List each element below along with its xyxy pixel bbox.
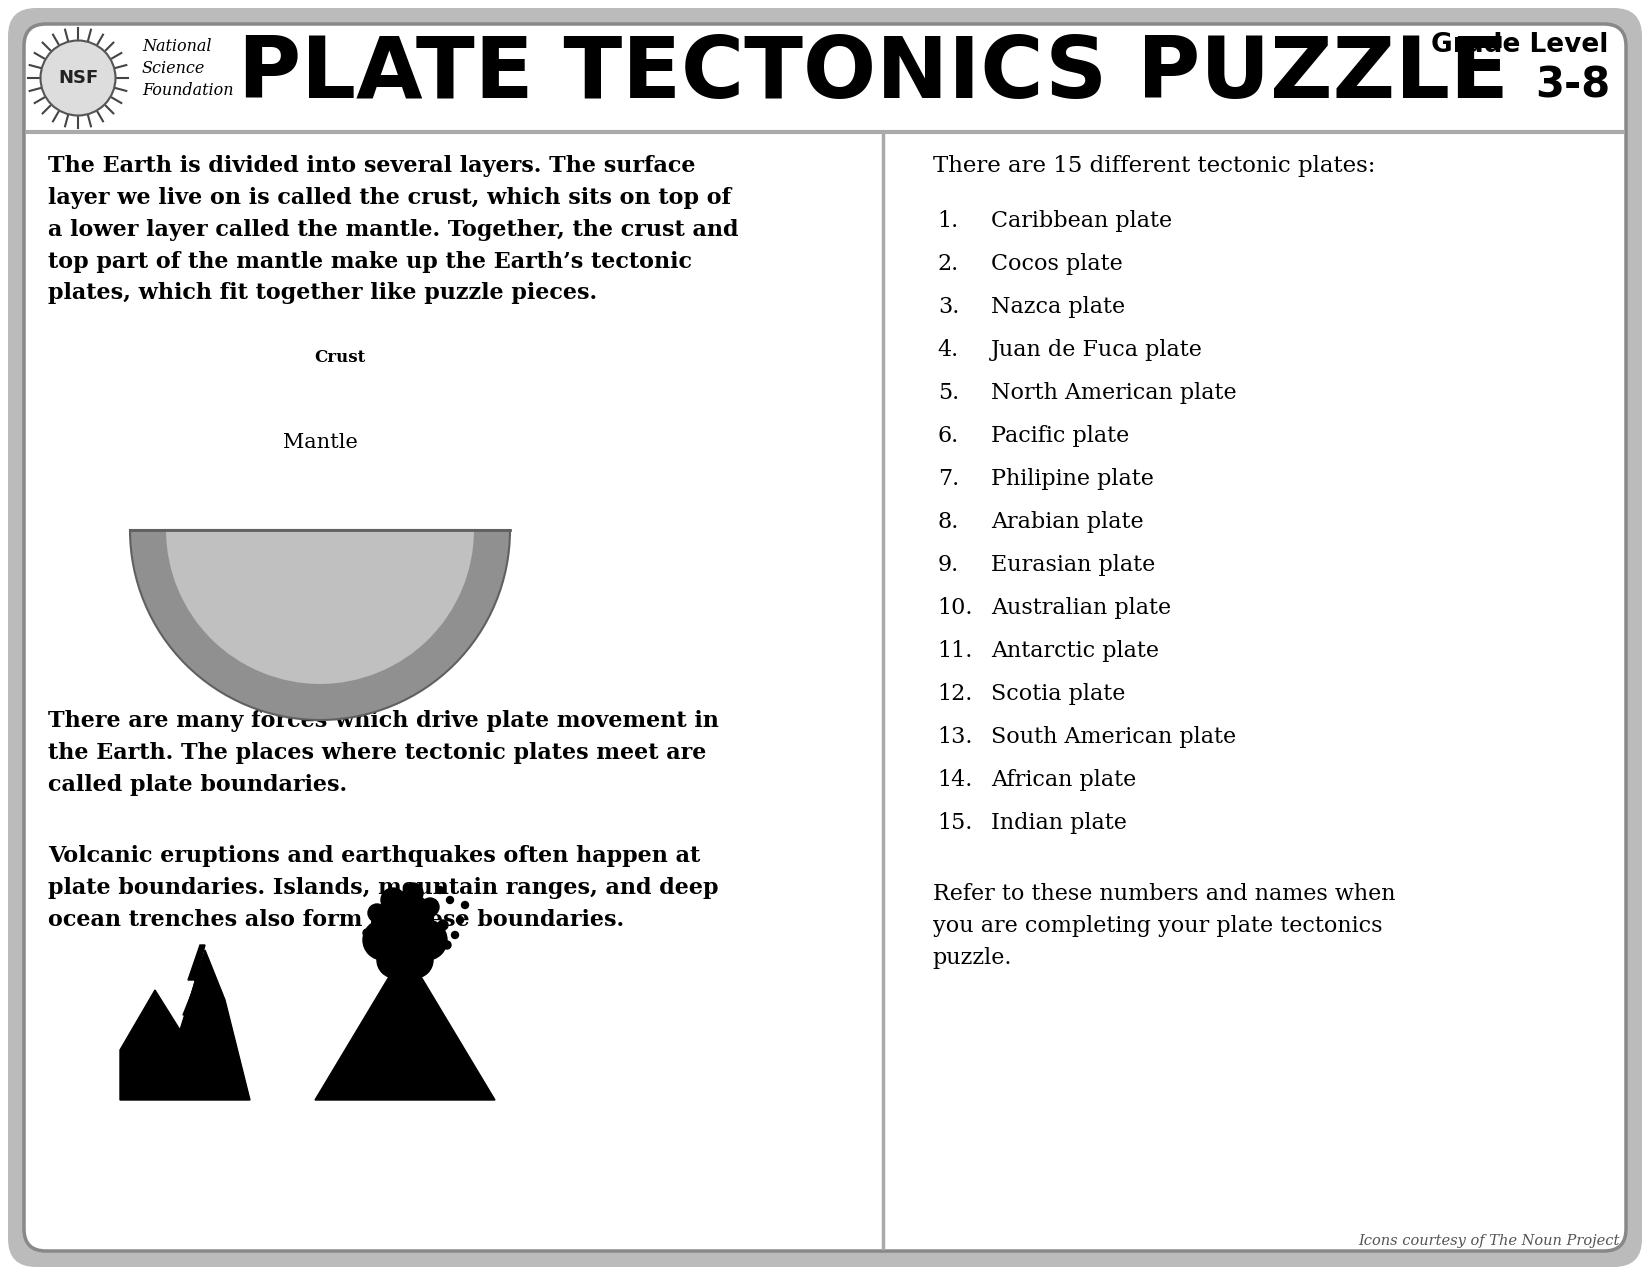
Text: 10.: 10. [937,597,974,618]
Polygon shape [315,975,495,1100]
Text: 15.: 15. [937,812,974,834]
Text: Caribbean plate: Caribbean plate [990,210,1172,232]
Text: Arabian plate: Arabian plate [990,511,1143,533]
Text: 14.: 14. [937,769,974,790]
Text: Crust: Crust [315,349,366,366]
Circle shape [442,941,450,949]
Text: NSF: NSF [58,69,97,87]
FancyBboxPatch shape [8,8,1642,1267]
Text: 11.: 11. [937,640,974,662]
Text: 6.: 6. [937,425,959,448]
Text: 13.: 13. [937,725,974,748]
Circle shape [398,942,432,978]
Text: 12.: 12. [937,683,974,705]
Polygon shape [120,950,251,1100]
Text: 4.: 4. [937,339,959,361]
Text: 9.: 9. [937,555,959,576]
Text: Cocos plate: Cocos plate [990,252,1122,275]
Text: Scotia plate: Scotia plate [990,683,1125,705]
Text: Grade Level: Grade Level [1431,32,1609,57]
Text: African plate: African plate [990,769,1135,790]
Text: Icons courtesy of The Noun Project: Icons courtesy of The Noun Project [1358,1234,1620,1248]
Text: 3.: 3. [937,296,959,317]
Text: Indian plate: Indian plate [990,812,1127,834]
Text: 8.: 8. [937,511,959,533]
Text: 5.: 5. [937,382,959,404]
Text: National: National [142,38,211,55]
Circle shape [403,884,422,903]
Circle shape [447,896,454,904]
Circle shape [41,41,116,116]
Text: Antarctic plate: Antarctic plate [990,640,1158,662]
Text: The Earth is divided into several layers. The surface
layer we live on is called: The Earth is divided into several layers… [48,156,739,305]
Circle shape [383,928,427,972]
Text: Pacific plate: Pacific plate [990,425,1129,448]
Circle shape [421,898,439,915]
Text: 3-8: 3-8 [1534,65,1610,107]
Text: Volcanic eruptions and earthquakes often happen at
plate boundaries. Islands, mo: Volcanic eruptions and earthquakes often… [48,845,718,931]
Text: 2.: 2. [937,252,959,275]
Circle shape [368,904,386,922]
Text: There are 15 different tectonic plates:: There are 15 different tectonic plates: [932,156,1374,177]
Text: Mantle: Mantle [282,434,358,453]
Circle shape [437,886,444,894]
Text: PLATE TECTONICS PUZZLE: PLATE TECTONICS PUZZLE [238,33,1508,116]
Text: North American plate: North American plate [990,382,1236,404]
Circle shape [457,917,464,923]
Circle shape [363,921,403,960]
Wedge shape [130,530,510,720]
Circle shape [437,921,449,929]
Text: Refer to these numbers and names when
you are completing your plate tectonics
pu: Refer to these numbers and names when yo… [932,884,1396,969]
Wedge shape [165,530,475,685]
Text: Science: Science [142,60,205,76]
Circle shape [452,932,459,938]
FancyBboxPatch shape [25,24,1625,1251]
Text: Australian plate: Australian plate [990,597,1172,618]
Text: 7.: 7. [937,468,959,490]
Circle shape [376,942,412,978]
Text: Philipine plate: Philipine plate [990,468,1153,490]
Text: Foundation: Foundation [142,82,234,99]
Polygon shape [180,945,205,1046]
Circle shape [462,901,469,909]
Circle shape [381,887,404,912]
Text: Eurasian plate: Eurasian plate [990,555,1155,576]
Circle shape [376,892,432,949]
Circle shape [363,929,371,937]
Text: 1.: 1. [937,210,959,232]
Text: Juan de Fuca plate: Juan de Fuca plate [990,339,1203,361]
Circle shape [408,921,447,960]
Text: Nazca plate: Nazca plate [990,296,1125,317]
Text: There are many forces which drive plate movement in
the Earth. The places where : There are many forces which drive plate … [48,710,719,796]
Text: South American plate: South American plate [990,725,1236,748]
